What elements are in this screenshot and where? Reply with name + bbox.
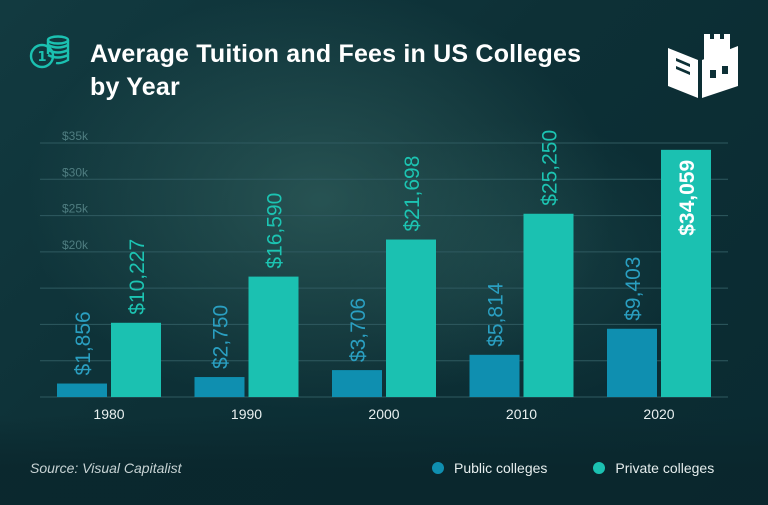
legend-item-public: Public colleges <box>432 460 547 476</box>
source-note: Source: Visual Capitalist <box>30 460 182 476</box>
data-label-public: $3,706 <box>347 298 370 362</box>
legend-swatch-private <box>593 462 606 474</box>
x-tick-label: 1980 <box>93 406 124 422</box>
data-label-public: $1,856 <box>72 311 95 375</box>
data-label-public: $5,814 <box>485 282 508 347</box>
bar-private <box>248 276 299 397</box>
data-label-private: $21,698 <box>401 156 424 232</box>
bar-public <box>469 354 520 397</box>
x-tick-label: 2000 <box>368 406 399 422</box>
bar-private <box>661 149 711 397</box>
y-tick-label: $35k <box>62 129 89 143</box>
y-tick-label: $30k <box>62 165 89 179</box>
legend-label-private: Private colleges <box>615 460 715 476</box>
bar-private <box>523 213 574 397</box>
y-tick-label: $20k <box>62 238 89 252</box>
coins-icon: 1 <box>29 35 70 69</box>
data-label-private: $16,590 <box>264 193 287 269</box>
book-castle-logo-icon <box>668 34 738 98</box>
bar-public <box>57 383 107 397</box>
bar-private <box>111 322 161 397</box>
svg-text:1: 1 <box>37 50 46 65</box>
x-tick-label: 2010 <box>506 406 537 422</box>
x-tick-label: 2020 <box>643 406 674 422</box>
bar-private <box>386 239 436 397</box>
legend-swatch-public <box>432 462 444 474</box>
data-label-private: $10,227 <box>126 239 149 315</box>
y-tick-label: $25k <box>62 202 89 216</box>
bar-public <box>332 370 382 397</box>
bar-public <box>607 328 657 397</box>
title-line-2: by Year <box>90 73 180 101</box>
data-label-private: $34,059 <box>676 160 699 236</box>
data-label-private: $25,250 <box>539 130 562 206</box>
legend-label-public: Public colleges <box>454 460 548 476</box>
bar-public <box>194 377 245 397</box>
title-line-1: Average Tuition and Fees in US Colleges <box>90 40 582 68</box>
page-title: Average Tuition and Fees in US Colleges … <box>90 38 650 104</box>
data-label-public: $9,403 <box>622 257 645 321</box>
x-tick-label: 1990 <box>231 406 262 422</box>
legend-item-private: Private colleges <box>593 460 714 476</box>
data-label-public: $2,750 <box>210 305 233 369</box>
legend: Public colleges Private colleges <box>432 460 714 476</box>
